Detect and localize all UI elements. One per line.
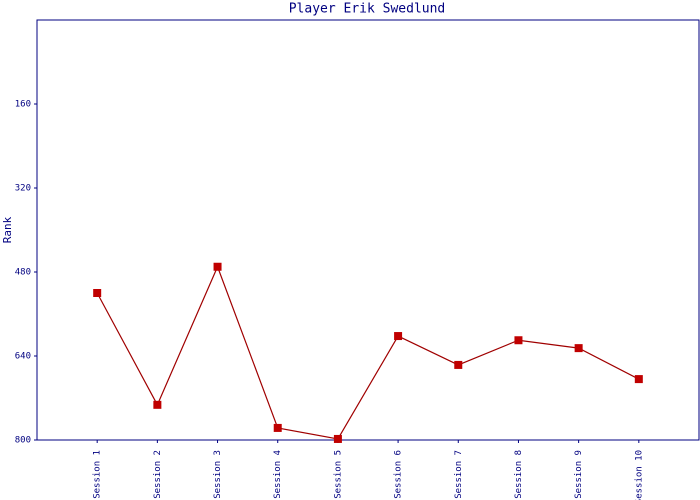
y-axis-label: Rank: [1, 216, 14, 243]
point-marker: [454, 360, 463, 369]
x-tick-label: Session 6: [394, 450, 404, 499]
point-marker: [153, 400, 162, 409]
x-tick-label: Session 2: [153, 450, 163, 499]
point-marker: [333, 434, 342, 443]
x-tick-label: Session 7: [454, 450, 464, 499]
x-tick-label: Session 10: [634, 450, 644, 500]
point-marker: [514, 336, 523, 345]
y-tick-label: 640: [15, 352, 31, 362]
point-marker: [634, 375, 643, 384]
y-tick-label: 320: [15, 184, 31, 194]
point-marker: [574, 344, 583, 353]
chart-title: Player Erik Swedlund: [289, 2, 446, 17]
point-marker: [93, 289, 102, 297]
x-tick-label: Session 4: [273, 450, 283, 499]
x-tick-label: Session 8: [514, 450, 524, 499]
x-tick-label: Session 1: [93, 450, 103, 499]
x-tick-label: Session 3: [213, 450, 223, 499]
point-marker: [273, 423, 282, 432]
y-tick-label: 480: [15, 268, 31, 278]
plot-frame: [36, 19, 700, 441]
point-marker: [394, 332, 403, 341]
series-line: [96, 265, 640, 440]
y-tick-label: 160: [15, 100, 31, 110]
y-tick-label: 800: [15, 436, 31, 446]
x-tick-label: Session 9: [574, 450, 584, 499]
x-tick-label: Session 5: [333, 450, 343, 499]
point-marker: [213, 262, 222, 271]
